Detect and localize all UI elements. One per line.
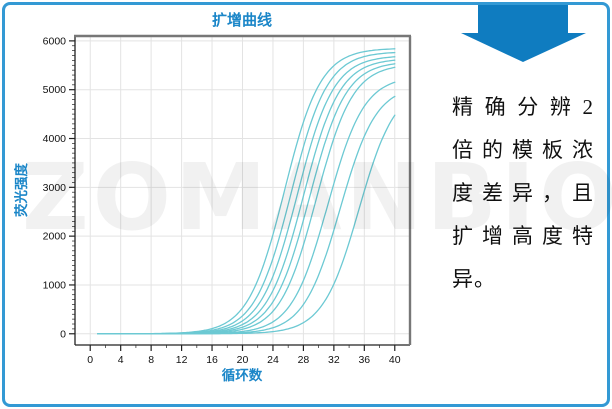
x-tick-label: 36 — [358, 354, 370, 366]
amplification-curve — [97, 51, 396, 335]
x-tick-label: 12 — [176, 354, 188, 366]
chart-title: 扩增曲线 — [212, 11, 272, 29]
y-tick-label: 6000 — [43, 35, 67, 47]
y-tick-label: 1000 — [43, 279, 67, 291]
note-text-block: 精确分辨2 倍的模板浓 度差异，且 扩增高度特 异。 — [452, 86, 594, 301]
amplification-curve — [97, 81, 396, 335]
y-tick-label: 4000 — [43, 133, 67, 145]
x-tick-label: 28 — [298, 354, 310, 366]
x-tick-label: 0 — [87, 354, 93, 366]
amplification-curve — [97, 114, 396, 335]
y-axis-label: 荧光强度 — [13, 163, 29, 217]
note-line: 扩增高度特 — [452, 224, 594, 248]
x-tick-label: 8 — [148, 354, 154, 366]
amplification-curve — [97, 63, 396, 335]
x-tick-label: 32 — [328, 354, 340, 366]
amplification-curve — [97, 56, 396, 335]
y-tick-label: 3000 — [43, 182, 67, 194]
y-tick-label: 2000 — [43, 231, 67, 243]
amplification-curve — [97, 48, 396, 335]
amplification-chart: 0 1000 2000 3000 4000 5000 6000 0 4 8 12 16 20 24 28 32… — [13, 11, 412, 383]
note-line: 精确分辨2 — [452, 95, 594, 119]
x-tick-label: 16 — [206, 354, 218, 366]
y-tick-label: 5000 — [43, 84, 67, 96]
note-line: 异。 — [452, 267, 496, 291]
amplification-curve — [97, 95, 396, 335]
down-arrow-shape — [461, 5, 586, 62]
y-tick-label: 0 — [60, 328, 66, 340]
down-arrow-icon — [461, 5, 586, 62]
note-line: 度差异，且 — [452, 181, 594, 205]
x-tick-label: 24 — [267, 354, 279, 366]
x-tick-label: 20 — [237, 354, 249, 366]
x-tick-label: 4 — [118, 354, 124, 366]
x-tick-label: 40 — [389, 354, 401, 366]
amplification-curve — [97, 59, 396, 335]
x-axis-label: 循环数 — [222, 367, 263, 383]
amplification-curve — [97, 66, 396, 335]
note-line: 倍的模板浓 — [452, 138, 594, 162]
